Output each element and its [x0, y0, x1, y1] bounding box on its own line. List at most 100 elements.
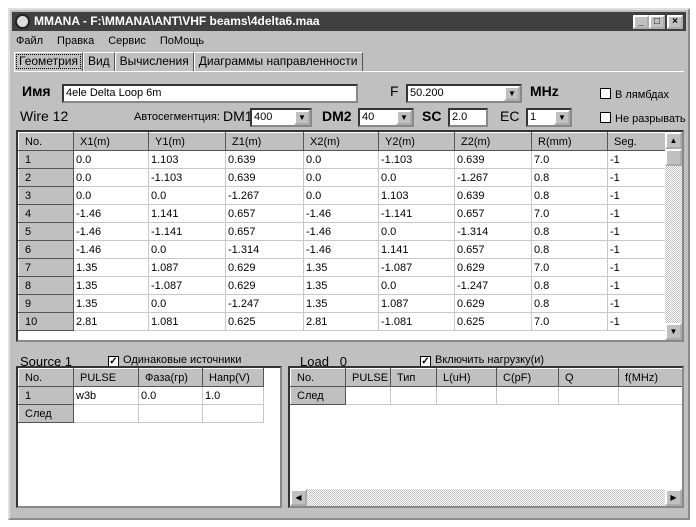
menu-help[interactable]: ПоМощь: [159, 35, 205, 47]
column-header[interactable]: Q: [558, 368, 619, 387]
table-cell[interactable]: 1.087: [148, 258, 226, 277]
row-header[interactable]: 4: [18, 204, 74, 223]
chevron-down-icon[interactable]: ▼: [396, 110, 412, 125]
table-cell[interactable]: 0.8: [531, 294, 608, 313]
table-cell[interactable]: -1.267: [454, 168, 532, 187]
table-cell[interactable]: -1.247: [225, 294, 304, 313]
table-cell[interactable]: 1.103: [148, 150, 226, 169]
chevron-down-icon[interactable]: ▼: [504, 86, 520, 101]
table-cell[interactable]: -1: [607, 240, 666, 259]
table-cell[interactable]: 0.657: [454, 204, 532, 223]
scroll-down-icon[interactable]: ▼: [665, 323, 682, 340]
table-cell[interactable]: -1.087: [378, 258, 455, 277]
table-cell[interactable]: -1.141: [378, 204, 455, 223]
table-cell[interactable]: 1.35: [73, 294, 149, 313]
row-header[interactable]: 2: [18, 168, 74, 187]
table-cell[interactable]: -1: [607, 150, 666, 169]
table-cell[interactable]: 1.141: [378, 240, 455, 259]
table-cell[interactable]: 0.0: [378, 276, 455, 295]
column-header[interactable]: Y1(m): [148, 132, 226, 151]
table-cell[interactable]: 0.0: [138, 386, 203, 405]
table-cell[interactable]: w3b: [73, 386, 139, 405]
row-header[interactable]: 5: [18, 222, 74, 241]
minimize-button[interactable]: _: [633, 15, 649, 29]
column-header[interactable]: f(MHz): [618, 368, 682, 387]
table-cell[interactable]: 0.639: [454, 150, 532, 169]
table-cell[interactable]: [202, 404, 264, 423]
table-cell[interactable]: [558, 386, 619, 405]
table-cell[interactable]: 0.0: [148, 186, 226, 205]
table-cell[interactable]: 0.657: [454, 240, 532, 259]
table-cell[interactable]: [618, 386, 682, 405]
column-header[interactable]: PULSE: [73, 368, 139, 387]
column-header[interactable]: No.: [18, 132, 74, 151]
table-cell[interactable]: -1.247: [454, 276, 532, 295]
table-cell[interactable]: -1.46: [303, 204, 379, 223]
lambda-checkbox[interactable]: В лямбдах: [600, 88, 669, 101]
sc-input[interactable]: 2.0: [448, 108, 488, 127]
source-table[interactable]: No. PULSE Фаза(гр) Напр(V) 1 w3b 0.0 1.0 След: [16, 366, 282, 508]
table-cell[interactable]: 7.0: [531, 258, 608, 277]
row-header[interactable]: 7: [18, 258, 74, 277]
column-header[interactable]: Напр(V): [202, 368, 264, 387]
table-cell[interactable]: 7.0: [531, 204, 608, 223]
name-input[interactable]: 4ele Delta Loop 6m: [62, 84, 358, 103]
table-cell[interactable]: -1: [607, 222, 666, 241]
table-cell[interactable]: -1.087: [148, 276, 226, 295]
table-cell[interactable]: 2.81: [303, 312, 379, 331]
table-cell[interactable]: [436, 386, 497, 405]
table-cell[interactable]: 0.625: [454, 312, 532, 331]
column-header[interactable]: Z1(m): [225, 132, 304, 151]
table-cell[interactable]: 1.081: [148, 312, 226, 331]
table-cell[interactable]: -1.141: [148, 222, 226, 241]
table-cell[interactable]: 0.0: [378, 168, 455, 187]
table-cell[interactable]: 0.657: [225, 204, 304, 223]
table-cell[interactable]: 0.629: [225, 258, 304, 277]
table-cell[interactable]: [390, 386, 437, 405]
scroll-thumb[interactable]: [665, 149, 682, 166]
chevron-down-icon[interactable]: ▼: [294, 110, 310, 125]
dm2-select[interactable]: 40 ▼: [358, 108, 414, 127]
table-cell[interactable]: -1: [607, 204, 666, 223]
tab-calculations[interactable]: Вычисления: [114, 52, 194, 71]
table-cell[interactable]: -1: [607, 258, 666, 277]
chevron-down-icon[interactable]: ▼: [554, 110, 570, 125]
column-header[interactable]: L(uH): [436, 368, 497, 387]
table-cell[interactable]: [138, 404, 203, 423]
column-header[interactable]: Z2(m): [454, 132, 532, 151]
table-cell[interactable]: 0.625: [225, 312, 304, 331]
table-cell[interactable]: 0.0: [73, 186, 149, 205]
table-cell[interactable]: -1: [607, 312, 666, 331]
nobreak-checkbox[interactable]: Не разрывать: [600, 112, 686, 125]
table-cell[interactable]: 1.35: [73, 276, 149, 295]
table-cell[interactable]: -1: [607, 276, 666, 295]
table-cell[interactable]: -1.267: [225, 186, 304, 205]
column-header[interactable]: PULSE: [345, 368, 391, 387]
row-header[interactable]: 6: [18, 240, 74, 259]
table-cell[interactable]: -1.314: [225, 240, 304, 259]
column-header[interactable]: X2(m): [303, 132, 379, 151]
table-cell[interactable]: -1.103: [148, 168, 226, 187]
table-cell[interactable]: 1.35: [303, 276, 379, 295]
table-cell[interactable]: -1: [607, 186, 666, 205]
table-cell[interactable]: 1.35: [303, 294, 379, 313]
table-cell[interactable]: -1.46: [303, 240, 379, 259]
table-cell[interactable]: 0.657: [225, 222, 304, 241]
wires-table[interactable]: No. X1(m) Y1(m) Z1(m) X2(m) Y2(m) Z2(m) R(mm) Se…: [16, 130, 684, 342]
table-cell[interactable]: 0.629: [225, 276, 304, 295]
table-cell[interactable]: 0.629: [454, 258, 532, 277]
table-cell[interactable]: -1.081: [378, 312, 455, 331]
freq-select[interactable]: 50.200 ▼: [406, 84, 522, 103]
table-cell[interactable]: -1.46: [73, 240, 149, 259]
table-cell[interactable]: [73, 404, 139, 423]
column-header[interactable]: R(mm): [531, 132, 608, 151]
table-cell[interactable]: 0.8: [531, 186, 608, 205]
wires-scrollbar[interactable]: ▲ ▼: [665, 132, 682, 340]
table-cell[interactable]: 0.0: [148, 240, 226, 259]
table-cell[interactable]: 0.0: [303, 150, 379, 169]
table-cell[interactable]: 1.087: [378, 294, 455, 313]
table-cell[interactable]: 0.0: [378, 222, 455, 241]
table-cell[interactable]: 0.0: [73, 168, 149, 187]
table-cell[interactable]: -1.46: [303, 222, 379, 241]
